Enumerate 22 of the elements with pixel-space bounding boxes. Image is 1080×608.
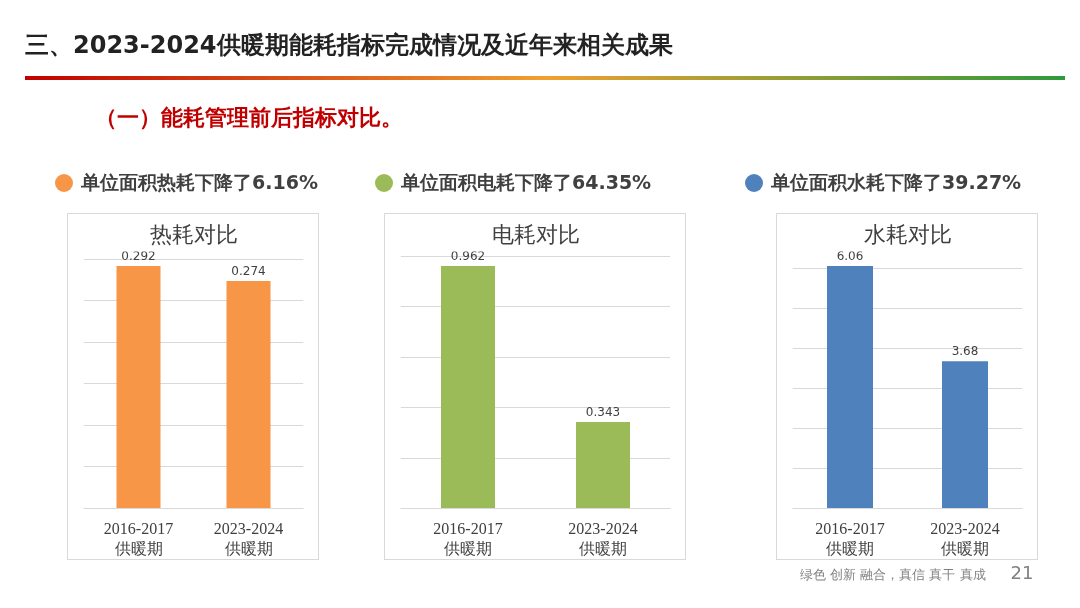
- x-tick-label: 2016-2017 供暖期: [433, 519, 503, 557]
- x-tick-label: 2023-2024 供暖期: [930, 519, 1000, 557]
- text: 三、2023-2024供暖期能耗指标完成情况及近年来相关成果: [25, 30, 674, 61]
- text: （一）能耗管理前后指标对比。: [94, 104, 404, 133]
- text: 单位面积水耗下降了39.27%: [771, 170, 1022, 193]
- data-label: 0.274: [231, 263, 266, 278]
- data-label: 0.292: [121, 249, 156, 264]
- data-label: 3.68: [951, 344, 979, 359]
- chart-title: 热耗对比: [149, 221, 238, 247]
- data-label: 6.06: [836, 249, 864, 264]
- x-tick-label: 2023-2024 供暖期: [213, 519, 284, 557]
- text: 单位面积热耗下降了6.16%: [81, 170, 318, 193]
- data-label: 0.343: [585, 405, 621, 420]
- x-tick-label: 2016-2017 供暖期: [103, 519, 174, 557]
- text: 绿色 创新 融合，真信 真干 真成: [800, 567, 986, 582]
- chart-title: 水耗对比: [863, 221, 952, 247]
- text: 21: [1010, 562, 1034, 583]
- data-label: 0.962: [450, 249, 486, 264]
- x-tick-label: 2023-2024 供暖期: [568, 519, 638, 557]
- text: 单位面积电耗下降了64.35%: [401, 170, 652, 193]
- x-tick-label: 2016-2017 供暖期: [815, 519, 885, 557]
- chart-title: 电耗对比: [491, 221, 580, 247]
